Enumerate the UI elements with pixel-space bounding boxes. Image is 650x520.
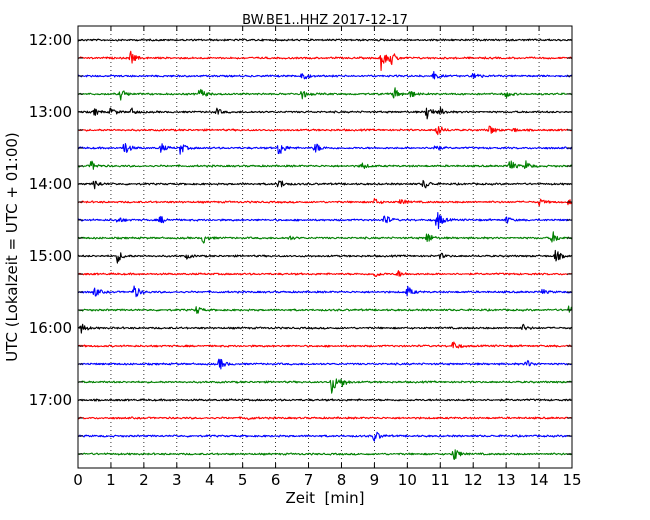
- trace-1545: [77, 305, 573, 314]
- x-tick-label: 4: [205, 471, 215, 489]
- trace-1530: [77, 285, 573, 298]
- x-tick-group: 0 1 2 3 4 5 6 7 8 9 10 11 12 13 14 15: [73, 26, 582, 489]
- trace-1730: [77, 431, 573, 442]
- x-tick-label: 9: [370, 471, 380, 489]
- x-tick-label: 14: [530, 471, 549, 489]
- trace-1615: [77, 341, 573, 349]
- trace-1415: [77, 197, 573, 207]
- trace-1400: [77, 179, 573, 190]
- x-tick-label: 7: [304, 471, 314, 489]
- trace-1715: [77, 416, 573, 421]
- trace-1745: [77, 449, 573, 460]
- x-tick-label: 11: [431, 471, 450, 489]
- trace-1215: [77, 50, 573, 71]
- trace-group: [77, 38, 573, 460]
- trace-1500: [77, 249, 573, 264]
- trace-1300: [77, 106, 573, 120]
- y-tick-label: 13:00: [29, 103, 72, 121]
- trace-1430: [77, 212, 573, 230]
- y-tick-label: 16:00: [29, 319, 72, 337]
- x-tick-label: 10: [398, 471, 417, 489]
- trace-1245: [77, 87, 573, 101]
- x-tick-label: 15: [562, 471, 581, 489]
- x-axis-label: Zeit [min]: [285, 489, 364, 507]
- trace-1445: [77, 231, 573, 244]
- trace-1630: [77, 358, 573, 370]
- x-tick-label: 1: [106, 471, 116, 489]
- trace-1700: [77, 398, 573, 402]
- y-tick-label: 12:00: [29, 31, 72, 49]
- chart-title: BW.BE1..HHZ 2017-12-17: [242, 13, 408, 28]
- trace-1230: [77, 71, 573, 80]
- grid-lines: [110, 26, 540, 468]
- trace-1645: [77, 378, 573, 394]
- trace-1200: [77, 38, 573, 42]
- x-tick-label: 13: [497, 471, 516, 489]
- x-tick-label: 8: [337, 471, 347, 489]
- y-tick-label: 15:00: [29, 247, 72, 265]
- y-axis-label: UTC (Lokalzeit = UTC + 01:00): [3, 132, 21, 362]
- y-tick-group: 12:00 13:00 14:00 15:00 16:00 17:00: [29, 31, 572, 455]
- x-tick-label: 12: [464, 471, 483, 489]
- trace-1345: [77, 160, 573, 170]
- trace-1515: [77, 270, 573, 277]
- x-tick-label: 6: [271, 471, 281, 489]
- x-tick-label: 5: [238, 471, 248, 489]
- x-tick-label: 3: [172, 471, 182, 489]
- plot-frame: [77, 25, 573, 469]
- x-tick-label: 2: [139, 471, 149, 489]
- y-tick-label: 14:00: [29, 175, 72, 193]
- trace-1600: [77, 323, 573, 334]
- x-tick-label: 0: [73, 471, 83, 489]
- trace-1330: [77, 142, 573, 155]
- trace-1315: [77, 125, 573, 136]
- y-tick-label: 17:00: [29, 391, 72, 409]
